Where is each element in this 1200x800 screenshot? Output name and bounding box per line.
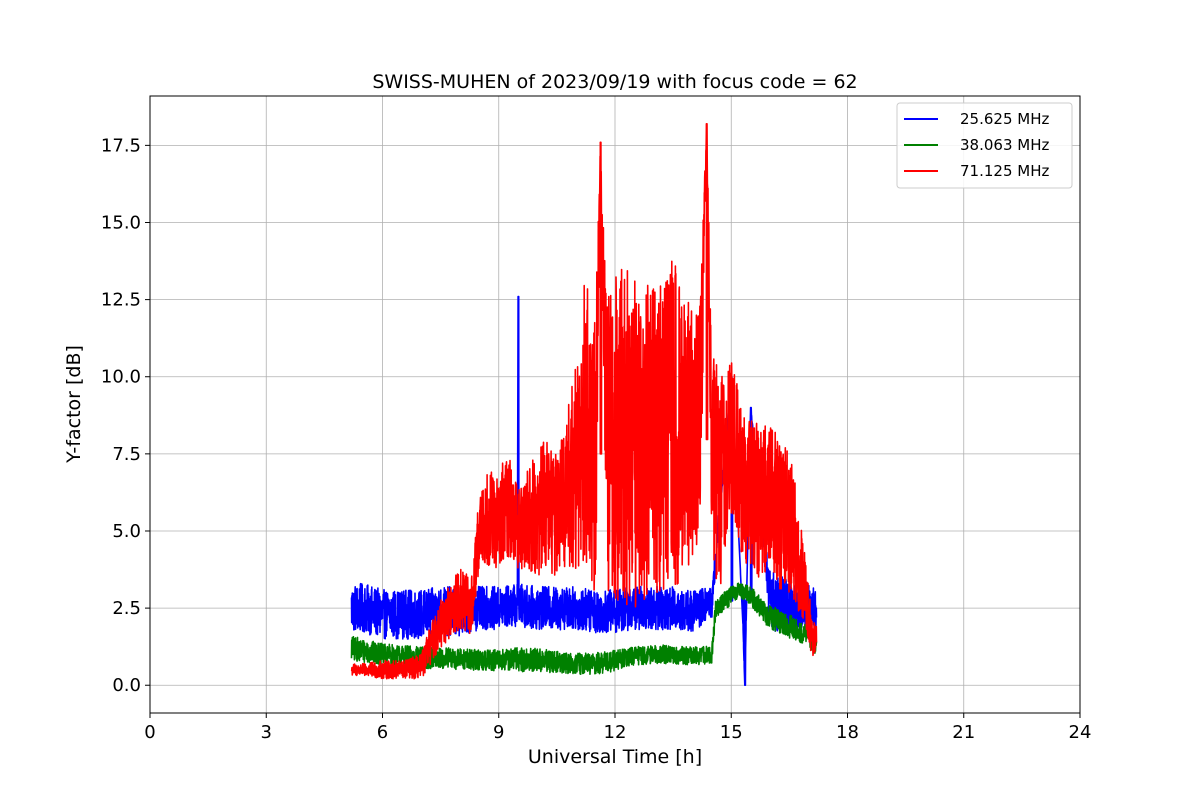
legend-label-25mhz: 25.625 MHz — [960, 110, 1049, 128]
legend-box — [896, 102, 1073, 189]
y-tick-label: 10.0 — [101, 367, 141, 388]
x-tick-label: 21 — [952, 722, 975, 743]
legend-label-71mhz: 71.125 MHz — [960, 162, 1049, 180]
series-line-1 — [350, 582, 818, 675]
x-tick-label: 3 — [261, 722, 272, 743]
legend: 25.625 MHz 38.063 MHz 71.125 MHz — [896, 102, 1073, 189]
x-tick-label: 0 — [144, 722, 155, 743]
series-line-2 — [350, 123, 818, 680]
series-line-0 — [350, 295, 818, 686]
x-tick-label: 18 — [836, 722, 859, 743]
legend-label-38mhz: 38.063 MHz — [960, 136, 1049, 154]
x-axis-label: Universal Time [h] — [528, 746, 702, 768]
y-tick-label: 12.5 — [101, 290, 141, 311]
data-series — [350, 123, 818, 686]
y-tick-label: 7.5 — [112, 444, 141, 465]
y-tick-label: 5.0 — [112, 521, 141, 542]
x-tick-label: 24 — [1069, 722, 1092, 743]
x-tick-label: 9 — [493, 722, 504, 743]
y-tick-label: 17.5 — [101, 135, 141, 156]
x-tick-label: 12 — [604, 722, 627, 743]
chart-title: SWISS-MUHEN of 2023/09/19 with focus cod… — [372, 71, 857, 93]
x-tick-label: 6 — [377, 722, 388, 743]
y-tick-label: 2.5 — [112, 598, 141, 619]
x-tick-label: 15 — [720, 722, 743, 743]
y-tick-label: 15.0 — [101, 212, 141, 233]
axis-ticks: 0 3 6 9 12 15 18 21 24 0.0 2.5 5.0 7.5 10.0 12.5 15.0 17… — [101, 135, 1092, 743]
y-tick-label: 0.0 — [112, 675, 141, 696]
y-axis-label: Y-factor [dB] — [63, 345, 85, 464]
